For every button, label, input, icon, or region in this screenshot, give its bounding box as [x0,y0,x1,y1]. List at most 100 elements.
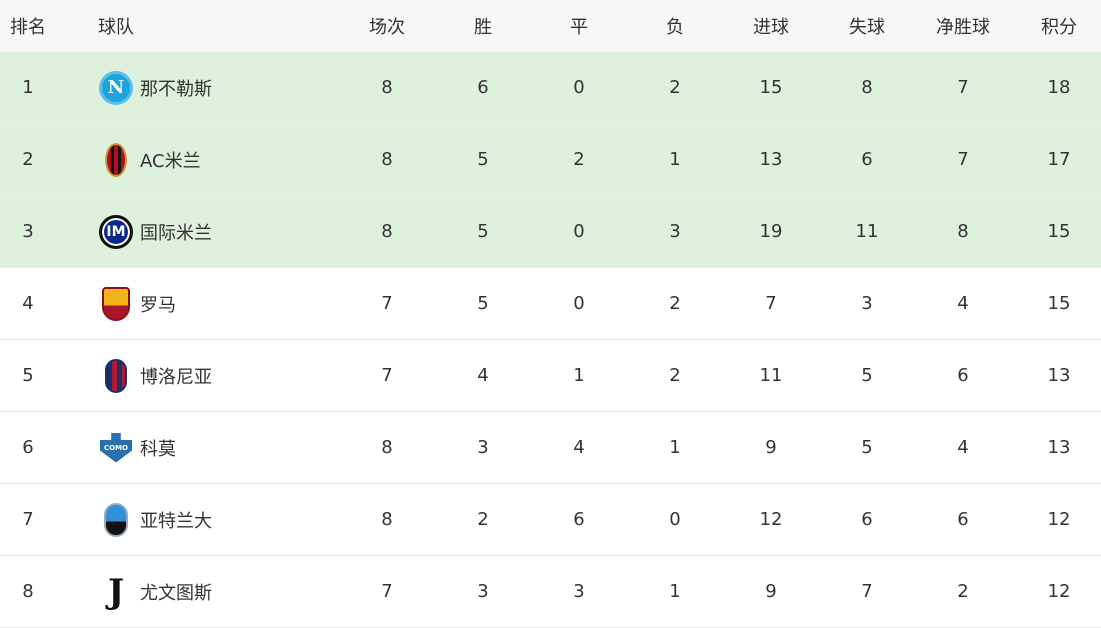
rank-cell: 7 [22,509,34,530]
gd-cell: 2 [957,581,969,602]
bologna-logo-icon [98,358,134,394]
table-row[interactable]: 3 IM 国际米兰 8 5 0 3 19 11 8 15 [0,196,1101,268]
lost-cell: 1 [669,581,681,602]
ga-cell: 8 [861,77,873,98]
team-cell[interactable]: 博洛尼亚 [98,340,338,411]
napoli-logo-icon: N [98,70,134,106]
ga-cell: 6 [861,509,873,530]
team-name[interactable]: 博洛尼亚 [140,366,212,388]
atalanta-logo-icon [98,502,134,538]
table-row[interactable]: 6 COMO 科莫 8 3 4 1 9 5 4 13 [0,412,1101,484]
won-cell: 4 [477,365,489,386]
drawn-cell: 2 [573,149,585,170]
table-row[interactable]: 5 博洛尼亚 7 4 1 2 11 5 6 13 [0,340,1101,412]
gf-cell: 11 [759,365,783,386]
table-row[interactable]: 8 J 尤文图斯 7 3 3 1 9 7 2 12 [0,556,1101,628]
pts-cell: 15 [1047,221,1071,242]
ga-cell: 5 [861,437,873,458]
gd-cell: 4 [957,437,969,458]
played-cell: 8 [381,437,393,458]
gf-cell: 9 [765,581,777,602]
team-cell[interactable]: AC米兰 [98,124,338,195]
won-cell: 3 [477,437,489,458]
gd-cell: 6 [957,509,969,530]
lost-cell: 3 [669,221,681,242]
gd-cell: 8 [957,221,969,242]
pts-cell: 13 [1047,365,1071,386]
won-cell: 6 [477,77,489,98]
header-drawn[interactable]: 平 [570,17,588,38]
team-cell[interactable]: J 尤文图斯 [98,556,338,627]
pts-cell: 12 [1047,509,1071,530]
header-lost[interactable]: 负 [666,17,684,38]
ac-milan-logo-icon [98,142,134,178]
ga-cell: 5 [861,365,873,386]
gf-cell: 7 [765,293,777,314]
won-cell: 2 [477,509,489,530]
inter-logo-icon: IM [98,214,134,250]
header-goals-against[interactable]: 失球 [849,17,885,38]
team-cell[interactable]: 亚特兰大 [98,484,338,555]
ga-cell: 7 [861,581,873,602]
header-rank[interactable]: 排名 [10,17,46,38]
lost-cell: 1 [669,149,681,170]
juventus-logo-icon: J [107,571,125,612]
header-points[interactable]: 积分 [1041,17,1077,38]
gd-cell: 6 [957,365,969,386]
rank-cell: 5 [22,365,34,386]
table-row[interactable]: 1 N 那不勒斯 8 6 0 2 15 8 7 18 [0,52,1101,124]
gd-cell: 4 [957,293,969,314]
rank-cell: 1 [22,77,34,98]
lost-cell: 1 [669,437,681,458]
won-cell: 5 [477,221,489,242]
gf-cell: 9 [765,437,777,458]
played-cell: 8 [381,509,393,530]
drawn-cell: 6 [573,509,585,530]
played-cell: 8 [381,221,393,242]
played-cell: 7 [381,365,393,386]
team-name[interactable]: 罗马 [140,294,176,316]
drawn-cell: 1 [573,365,585,386]
table-row[interactable]: 7 亚特兰大 8 2 6 0 12 6 6 12 [0,484,1101,556]
pts-cell: 15 [1047,293,1071,314]
header-goals-for[interactable]: 进球 [753,17,789,38]
ga-cell: 3 [861,293,873,314]
pts-cell: 17 [1047,149,1071,170]
pts-cell: 12 [1047,581,1071,602]
team-name[interactable]: AC米兰 [140,150,201,172]
gd-cell: 7 [957,149,969,170]
roma-logo-icon [98,286,134,322]
header-played[interactable]: 场次 [369,17,405,38]
drawn-cell: 0 [573,293,585,314]
team-cell[interactable]: IM 国际米兰 [98,196,338,267]
gd-cell: 7 [957,77,969,98]
team-name[interactable]: 尤文图斯 [140,582,212,604]
lost-cell: 2 [669,77,681,98]
table-row[interactable]: 4 罗马 7 5 0 2 7 3 4 15 [0,268,1101,340]
drawn-cell: 4 [573,437,585,458]
drawn-cell: 0 [573,77,585,98]
gf-cell: 19 [759,221,783,242]
rank-cell: 3 [22,221,34,242]
won-cell: 5 [477,149,489,170]
team-cell[interactable]: N 那不勒斯 [98,52,338,123]
team-cell[interactable]: 罗马 [98,268,338,339]
ga-cell: 6 [861,149,873,170]
pts-cell: 13 [1047,437,1071,458]
team-name[interactable]: 亚特兰大 [140,510,212,532]
won-cell: 3 [477,581,489,602]
header-team[interactable]: 球队 [98,17,134,38]
team-name[interactable]: 那不勒斯 [140,78,212,100]
ga-cell: 11 [855,221,879,242]
team-name[interactable]: 国际米兰 [140,222,212,244]
lost-cell: 2 [669,293,681,314]
table-row[interactable]: 2 AC米兰 8 5 2 1 13 6 7 17 [0,124,1101,196]
header-goal-difference[interactable]: 净胜球 [936,17,990,38]
rank-cell: 2 [22,149,34,170]
rank-cell: 6 [22,437,34,458]
team-name[interactable]: 科莫 [140,438,176,460]
team-cell[interactable]: COMO 科莫 [98,412,338,483]
table-header: 排名 球队 场次 胜 平 负 进球 失球 净胜球 积分 [0,0,1101,52]
header-won[interactable]: 胜 [474,17,492,38]
